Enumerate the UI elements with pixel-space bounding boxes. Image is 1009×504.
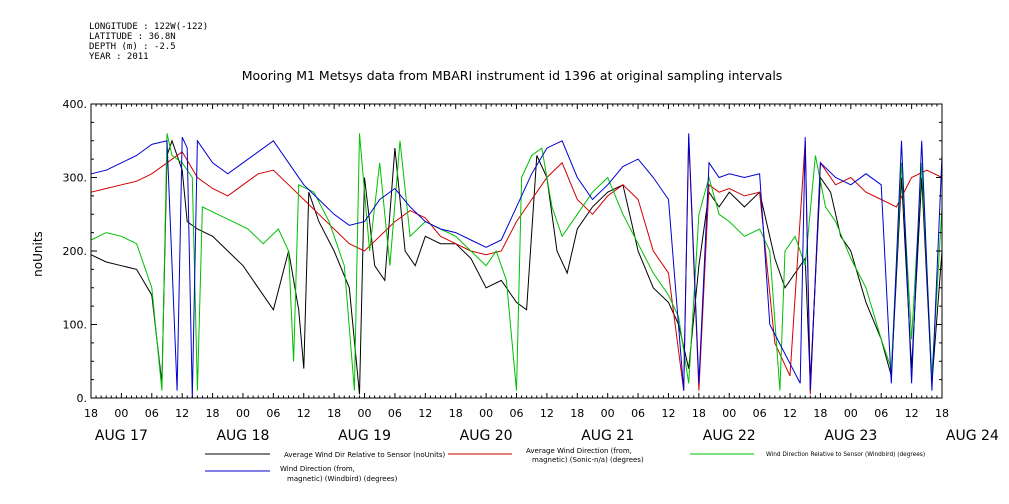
x-date-label: AUG 24: [946, 428, 999, 444]
x-date-label: AUG 19: [338, 428, 391, 444]
x-date-label: AUG 23: [824, 428, 877, 444]
legend-label-green: Wind Direction Relative to Sensor (Windb…: [766, 452, 925, 458]
x-hour-label: 18: [84, 407, 98, 420]
x-date-label: AUG 21: [581, 428, 634, 444]
series-line-2: [90, 133, 943, 391]
x-hour-label: 00: [114, 407, 128, 420]
x-hour-label: 06: [510, 407, 524, 420]
chart-title: Mooring M1 Metsys data from MBARI instru…: [242, 68, 783, 83]
x-hour-label: 18: [813, 407, 827, 420]
y-axis-label: noUnits: [31, 231, 45, 277]
plot-frame: [90, 103, 943, 399]
ticks-layer: [90, 103, 943, 399]
series-layer: [90, 133, 943, 399]
x-date-label: AUG 22: [703, 428, 756, 444]
x-hour-label: 06: [631, 407, 645, 420]
x-hour-label: 12: [905, 407, 919, 420]
legend-label-blue-1: Wind Direction (from,: [280, 465, 355, 473]
legend-label-red-1: Average Wind Direction (from,: [526, 447, 632, 455]
y-tick-label: 400.: [63, 98, 88, 111]
x-hour-label: 00: [601, 407, 615, 420]
legend-label-blue-2: magnetic) (Windbird) (degrees): [287, 475, 398, 483]
x-hour-label: 18: [327, 407, 341, 420]
mooring-metadata: LONGITUDE : 122W(-122) LATITUDE : 36.8N DE…: [89, 22, 208, 62]
year-label: YEAR : 2011: [89, 52, 149, 62]
x-hour-label: 00: [479, 407, 493, 420]
series-line-1: [90, 137, 943, 395]
x-hour-label: 06: [753, 407, 767, 420]
x-hour-label: 12: [175, 407, 189, 420]
x-date-label: AUG 18: [216, 428, 269, 444]
x-hour-label: 00: [358, 407, 372, 420]
legend: Average Wind Dir Relative to Sensor (noU…: [205, 447, 925, 483]
x-hour-label: 00: [236, 407, 250, 420]
labels-layer: 0. 100. 200. 300. 400. 18 00 06 12 18 00 06 12 18 00 06…: [63, 98, 999, 444]
x-hour-label: 18: [692, 407, 706, 420]
x-hour-label: 00: [722, 407, 736, 420]
x-hour-label: 18: [935, 407, 949, 420]
depth-label: DEPTH (m) : -2.5: [89, 42, 176, 52]
x-date-label: AUG 20: [460, 428, 513, 444]
x-hour-label: 12: [418, 407, 432, 420]
x-hour-label: 06: [145, 407, 159, 420]
longitude-label: LONGITUDE : 122W(-122): [89, 22, 209, 32]
x-hour-label: 06: [388, 407, 402, 420]
x-hour-label: 06: [266, 407, 280, 420]
latitude-label: LATITUDE : 36.8N: [89, 32, 176, 42]
x-hour-label: 12: [661, 407, 675, 420]
x-date-label: AUG 17: [95, 428, 148, 444]
y-tick-label: 300.: [63, 172, 88, 185]
x-hour-label: 18: [449, 407, 463, 420]
x-hour-label: 18: [206, 407, 220, 420]
x-hour-label: 12: [783, 407, 797, 420]
y-tick-label: 100.: [63, 319, 88, 332]
x-hour-label: 00: [844, 407, 858, 420]
legend-label-red-2: magnetic) (Sonic-n/a) (degrees): [532, 456, 644, 464]
y-tick-label: 200.: [63, 245, 88, 258]
series-line-3: [90, 133, 943, 399]
legend-label-black: Average Wind Dir Relative to Sensor (noU…: [284, 451, 445, 459]
x-hour-label: 06: [874, 407, 888, 420]
series-line-0: [90, 139, 943, 395]
x-hour-label: 12: [297, 407, 311, 420]
x-hour-label: 18: [570, 407, 584, 420]
x-hour-label: 12: [540, 407, 554, 420]
y-tick-label: 0.: [77, 392, 88, 405]
